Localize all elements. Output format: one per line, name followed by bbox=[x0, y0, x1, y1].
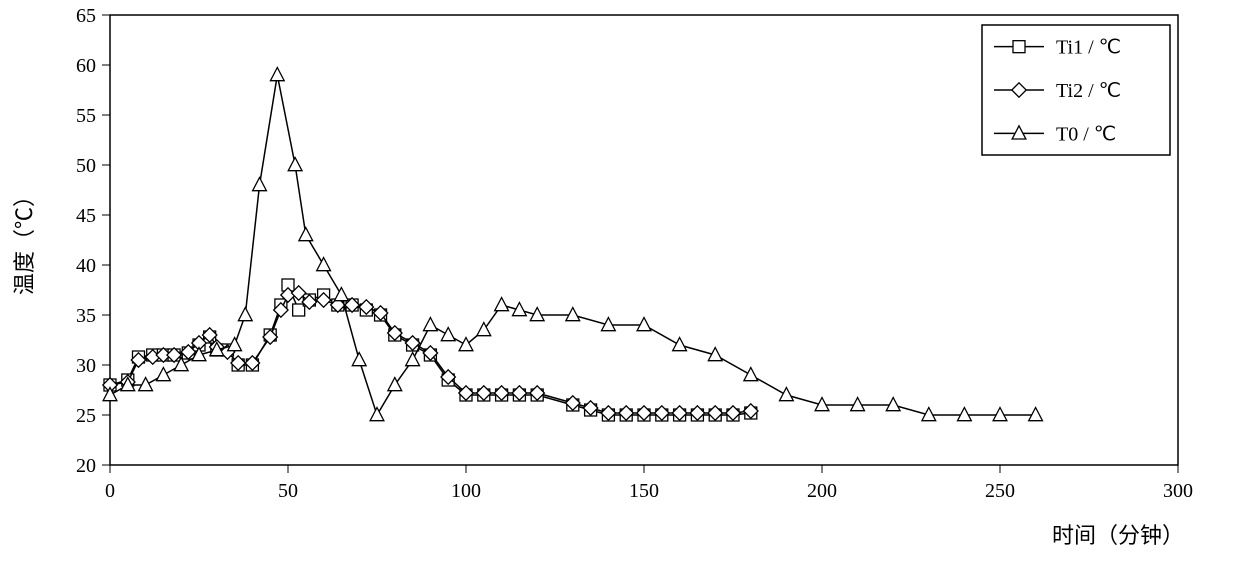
svg-text:25: 25 bbox=[76, 405, 96, 427]
svg-text:300: 300 bbox=[1163, 480, 1193, 502]
svg-text:时间（分钟）: 时间（分钟） bbox=[1052, 523, 1184, 548]
svg-text:65: 65 bbox=[76, 5, 96, 27]
svg-text:50: 50 bbox=[278, 480, 298, 502]
svg-text:35: 35 bbox=[76, 305, 96, 327]
temperature-chart: 0 50 100 150 200 250 300 20 25 30 35 40 45 50 55 60 65 温度… bbox=[0, 0, 1240, 573]
svg-text:45: 45 bbox=[76, 205, 96, 227]
svg-text:20: 20 bbox=[76, 455, 96, 477]
svg-text:60: 60 bbox=[76, 55, 96, 77]
svg-text:55: 55 bbox=[76, 105, 96, 127]
svg-text:30: 30 bbox=[76, 355, 96, 377]
svg-text:250: 250 bbox=[985, 480, 1015, 502]
svg-text:Ti2 / ℃: Ti2 / ℃ bbox=[1056, 80, 1121, 102]
svg-text:200: 200 bbox=[807, 480, 837, 502]
svg-text:40: 40 bbox=[76, 255, 96, 277]
legend: Ti1 / ℃ Ti2 / ℃ T0 / ℃ bbox=[982, 25, 1170, 155]
svg-text:150: 150 bbox=[629, 480, 659, 502]
chart-svg: 0 50 100 150 200 250 300 20 25 30 35 40 45 50 55 60 65 温度… bbox=[0, 0, 1240, 573]
svg-text:T0 / ℃: T0 / ℃ bbox=[1056, 123, 1116, 145]
svg-text:50: 50 bbox=[76, 155, 96, 177]
svg-text:0: 0 bbox=[105, 480, 115, 502]
svg-text:Ti1 / ℃: Ti1 / ℃ bbox=[1056, 37, 1121, 59]
svg-text:100: 100 bbox=[451, 480, 481, 502]
svg-text:温度（℃）: 温度（℃） bbox=[12, 185, 37, 295]
